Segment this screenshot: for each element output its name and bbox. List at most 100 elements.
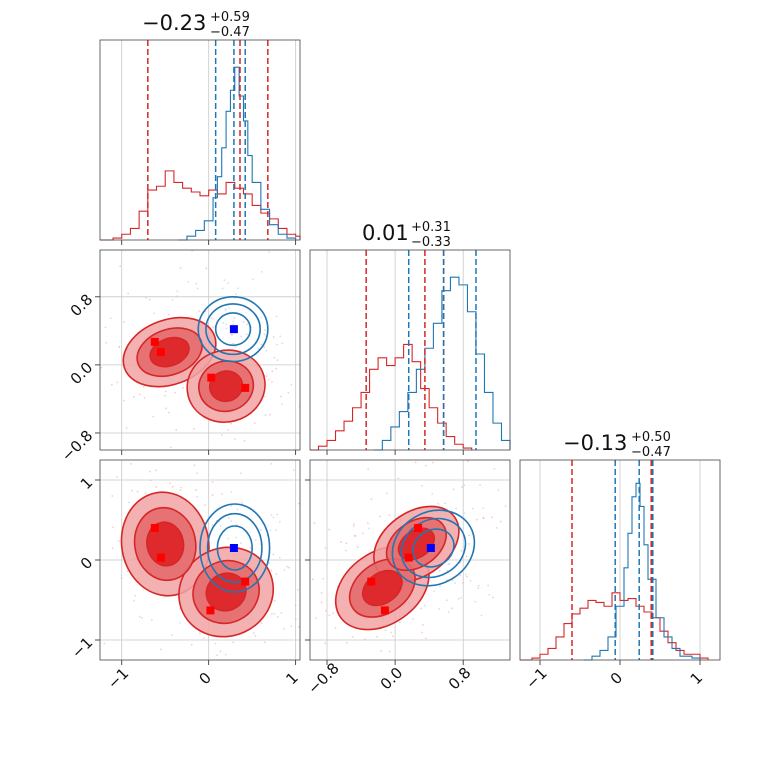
scatter-dot xyxy=(469,579,472,582)
panel-frame xyxy=(99,249,301,451)
scatter-dot xyxy=(272,336,275,338)
tick-label-x-1-1: 0.0 xyxy=(377,664,407,694)
scatter-dot xyxy=(163,596,165,598)
scatter-dot xyxy=(149,479,152,482)
scatter-dot xyxy=(167,313,170,316)
scatter-dot xyxy=(345,542,348,545)
scatter-dot xyxy=(193,427,195,430)
scatter-dot xyxy=(380,650,383,652)
title-param-1: 0.01 +0.31 −0.33 xyxy=(362,220,451,250)
scatter-dot xyxy=(134,594,136,597)
scatter-dot xyxy=(196,287,199,290)
scatter-dot xyxy=(232,342,235,345)
scatter-dot xyxy=(268,717,270,719)
blue-contour-level-2 xyxy=(412,528,455,568)
red-square-marker xyxy=(150,524,159,532)
scatter-dot xyxy=(513,529,515,531)
scatter-dot xyxy=(133,600,136,602)
scatter-dot xyxy=(265,349,268,352)
scatter-dot xyxy=(305,553,307,555)
scatter-dot xyxy=(260,622,263,624)
scatter-dot xyxy=(120,577,123,580)
scatter-dot xyxy=(152,415,155,418)
scatter-dot xyxy=(390,631,393,634)
scatter-dot xyxy=(467,460,470,463)
scatter-dot xyxy=(270,462,273,465)
scatter-dot xyxy=(541,506,543,508)
scatter-dot xyxy=(78,352,80,354)
scatter-dot xyxy=(237,667,239,669)
scatter-dot xyxy=(210,317,213,320)
scatter-dot xyxy=(131,489,134,492)
scatter-dot xyxy=(455,507,458,510)
scatter-dot xyxy=(132,395,135,398)
scatter-dot xyxy=(281,342,284,345)
scatter-dot xyxy=(171,485,174,488)
scatter-dot xyxy=(149,470,151,473)
red-histogram xyxy=(520,592,709,661)
scatter-dot xyxy=(175,429,178,431)
scatter-dot xyxy=(465,573,467,576)
scatter-dot xyxy=(91,633,93,635)
scatter-dot xyxy=(190,643,193,646)
scatter-dot xyxy=(173,662,175,664)
scatter-dot xyxy=(225,327,228,330)
scatter-dot xyxy=(280,612,283,614)
scatter-dot xyxy=(296,588,299,591)
red-square-marker xyxy=(241,577,250,586)
scatter-dot xyxy=(87,552,89,554)
tick-label-x-2-1: 0 xyxy=(607,669,626,688)
scatter-dot xyxy=(242,321,245,323)
scatter-dot xyxy=(320,601,323,604)
scatter-dot xyxy=(320,561,322,563)
scatter-dot xyxy=(225,323,227,326)
scatter-dot xyxy=(269,413,271,416)
scatter-dot xyxy=(171,298,174,301)
scatter-dot xyxy=(270,612,273,615)
diag-panel-0 xyxy=(99,39,301,245)
scatter-dot xyxy=(233,316,236,319)
blue-square-marker xyxy=(426,544,435,552)
scatter-dot xyxy=(145,296,147,299)
panel-content xyxy=(268,452,543,719)
scatter-dot xyxy=(412,452,414,454)
red-histogram xyxy=(310,343,473,451)
scatter-dot xyxy=(222,321,224,324)
scatter-dot xyxy=(87,529,89,531)
scatter-dot xyxy=(345,549,347,552)
title-param-2: −0.13 +0.50 −0.47 xyxy=(563,430,671,460)
scatter-dot xyxy=(195,489,197,491)
red-square-marker xyxy=(156,348,165,357)
scatter-dot xyxy=(264,329,266,332)
blue-contour-level-1 xyxy=(400,517,467,579)
scatter-dot xyxy=(160,648,162,651)
red-square-marker xyxy=(156,553,165,562)
scatter-dot xyxy=(488,593,491,596)
scatter-dot xyxy=(272,516,275,519)
scatter-dot xyxy=(463,512,466,515)
scatter-dot xyxy=(138,393,141,396)
scatter-dot xyxy=(388,650,391,653)
scatter-dot xyxy=(290,625,293,628)
scatter-dot xyxy=(397,477,400,480)
scatter-dot xyxy=(125,426,128,429)
scatter-dot xyxy=(268,562,271,565)
tick-label-x-1-2: 0.8 xyxy=(445,664,475,694)
red-contour-level-2 xyxy=(149,336,190,368)
scatter-dot xyxy=(232,641,235,644)
scatter-dot xyxy=(282,607,284,609)
scatter-dot xyxy=(116,475,118,478)
scatter-dot xyxy=(127,501,130,504)
scatter-dot xyxy=(252,278,254,281)
scatter-dot xyxy=(422,624,424,626)
scatter-dot xyxy=(324,546,327,549)
scatter-dot xyxy=(270,514,273,516)
scatter-dot xyxy=(211,494,214,496)
scatter-dot xyxy=(352,525,355,528)
panels-layer: −1 0 1−0.80.00.8−1 0 1−101−0.8 0.0 0.8 xyxy=(24,39,721,719)
tick-label-x-2-2: 1 xyxy=(687,669,706,688)
scatter-dot xyxy=(153,312,156,315)
scatter-dot xyxy=(324,609,327,612)
scatter-dot xyxy=(24,582,26,584)
tick-label-y-2-1: 0 xyxy=(77,554,96,573)
